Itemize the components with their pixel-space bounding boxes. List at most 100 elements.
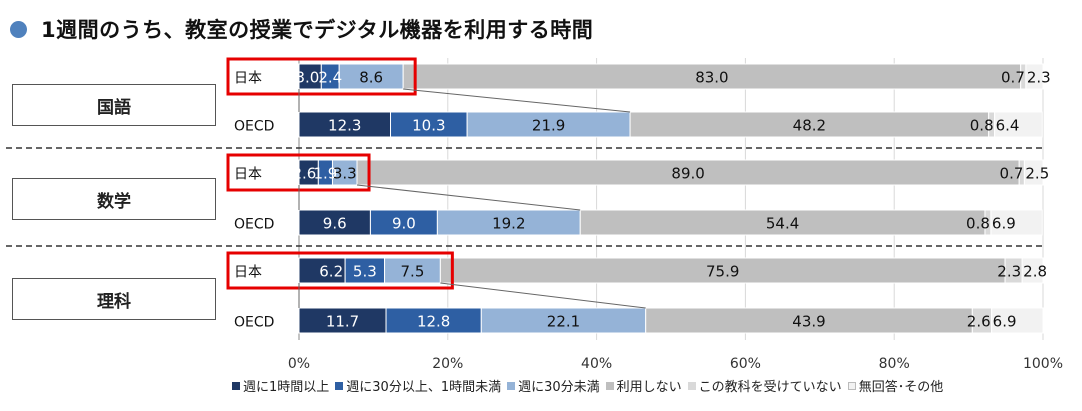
legend-swatch (847, 381, 856, 390)
legend-swatch (335, 381, 344, 390)
bullet-dot-icon (10, 20, 27, 38)
bar-segment (298, 111, 392, 138)
bar-data-label: 2.3 (997, 263, 1021, 281)
subject-label-rika: 理科 (12, 278, 216, 320)
connector-line (403, 88, 631, 113)
bar-segment (1023, 159, 1044, 186)
bar-data-label: 7.5 (401, 263, 425, 281)
bar-data-label: 75.9 (706, 263, 739, 281)
legend-item: 無回答･その他 (847, 376, 944, 395)
bar-data-label: 54.4 (766, 215, 799, 233)
bar-data-label: 21.9 (532, 117, 565, 135)
row-category-label: OECD (234, 315, 274, 331)
bar-segment (338, 63, 404, 90)
row-category-label: 日本 (234, 265, 262, 281)
bar-segment (1025, 63, 1044, 90)
bar-data-label: 6.9 (993, 313, 1017, 331)
bar-data-label: 3.3 (333, 165, 357, 183)
bar-data-label: 6.9 (992, 215, 1016, 233)
bar-segment (402, 63, 1022, 90)
x-tick-label: 100% (1023, 356, 1063, 372)
bar-data-label: 9.0 (392, 215, 416, 233)
legend-label: 週に30分以上、1時間未満 (346, 380, 502, 395)
x-tick-label: 20% (432, 356, 463, 372)
bar-data-label: 0.8 (970, 117, 994, 135)
bar-data-label: 8.6 (359, 69, 383, 87)
legend-label: 週に1時間以上 (243, 380, 330, 395)
bar-segment (298, 307, 387, 334)
legend-label: 週に30分未満 (518, 380, 600, 395)
bar-segment (439, 257, 1006, 284)
x-tick-label: 0% (288, 356, 310, 372)
bar-data-label: 5.3 (353, 263, 377, 281)
bar-data-label: 6.4 (996, 117, 1020, 135)
bar-data-label: 2.6 (292, 165, 316, 183)
subject-label-sugaku: 数学 (12, 178, 216, 220)
bar-segment (331, 159, 358, 186)
legend-label: この教科を受けていない (698, 380, 842, 395)
bar-segment (298, 209, 371, 236)
row-category-label: OECD (234, 119, 274, 135)
bar-segment (369, 209, 438, 236)
row-category-label: OECD (234, 217, 274, 233)
legend-label: 無回答･その他 (858, 380, 944, 395)
bar-data-label: 2.5 (1025, 165, 1049, 183)
bar-segment (436, 209, 581, 236)
bar-segment (344, 257, 386, 284)
bar-data-label: 83.0 (695, 69, 728, 87)
bar-data-label: 19.2 (492, 215, 525, 233)
bar-data-label: 6.2 (319, 263, 343, 281)
bar-data-label: 10.3 (412, 117, 445, 135)
bar-segment (384, 257, 441, 284)
bar-data-label: 48.2 (793, 117, 826, 135)
bar-segment (994, 111, 1043, 138)
x-tick-label: 40% (581, 356, 612, 372)
legend-item: 週に1時間以上 (232, 376, 329, 395)
legend-label: 利用しない (616, 380, 682, 395)
bar-data-label: 3.0 (295, 69, 319, 87)
bar-segment (579, 209, 986, 236)
chart-title-row: 1週間のうち、教室の授業でデジタル機器を利用する時間 (10, 14, 593, 44)
bar-data-label: 0.7 (1001, 69, 1025, 87)
bar-segment (466, 111, 631, 138)
x-tick-label: 60% (730, 356, 761, 372)
chart-legend: 週に1時間以上 週に30分以上、1時間未満 週に30分未満 利用しない この教科を受けて… (232, 376, 949, 395)
legend-swatch (687, 381, 696, 390)
connector-line (356, 184, 581, 211)
row-category-label: 日本 (234, 71, 262, 87)
legend-item: 週に30分未満 (507, 376, 600, 395)
legend-item: この教科を受けていない (687, 376, 842, 395)
bar-data-label: 12.8 (417, 313, 450, 331)
bar-data-label: 43.9 (792, 313, 825, 331)
bar-segment (991, 307, 1044, 334)
chart-title: 1週間のうち、教室の授業でデジタル機器を利用する時間 (41, 18, 594, 42)
legend-swatch (605, 381, 614, 390)
bar-data-label: 22.1 (547, 313, 580, 331)
legend-swatch (507, 381, 516, 390)
bar-segment (390, 111, 468, 138)
legend-item: 週に30分以上、1時間未満 (335, 376, 501, 395)
bar-data-label: 0.8 (966, 215, 990, 233)
highlight-box (226, 251, 454, 290)
bar-segment (629, 111, 990, 138)
bar-data-label: 2.6 (967, 313, 991, 331)
bar-data-label: 1.9 (313, 165, 337, 183)
bar-data-label: 2.4 (318, 69, 342, 87)
bar-data-label: 12.3 (328, 117, 361, 135)
x-tick-label: 80% (879, 356, 910, 372)
subject-label-kokugo: 国語 (12, 84, 216, 126)
bar-segment (385, 307, 482, 334)
bar-data-label: 89.0 (671, 165, 704, 183)
bar-data-label: 9.6 (323, 215, 347, 233)
legend-swatch (232, 381, 240, 390)
connector-line (440, 282, 646, 309)
highlight-box (226, 57, 417, 96)
row-category-label: 日本 (234, 167, 262, 183)
bar-segment (990, 209, 1043, 236)
bar-data-label: 11.7 (326, 313, 359, 331)
bar-segment (1021, 257, 1044, 284)
bar-data-label: 0.7 (1000, 165, 1024, 183)
bar-segment (480, 307, 647, 334)
bar-data-label: 2.8 (1023, 263, 1047, 281)
